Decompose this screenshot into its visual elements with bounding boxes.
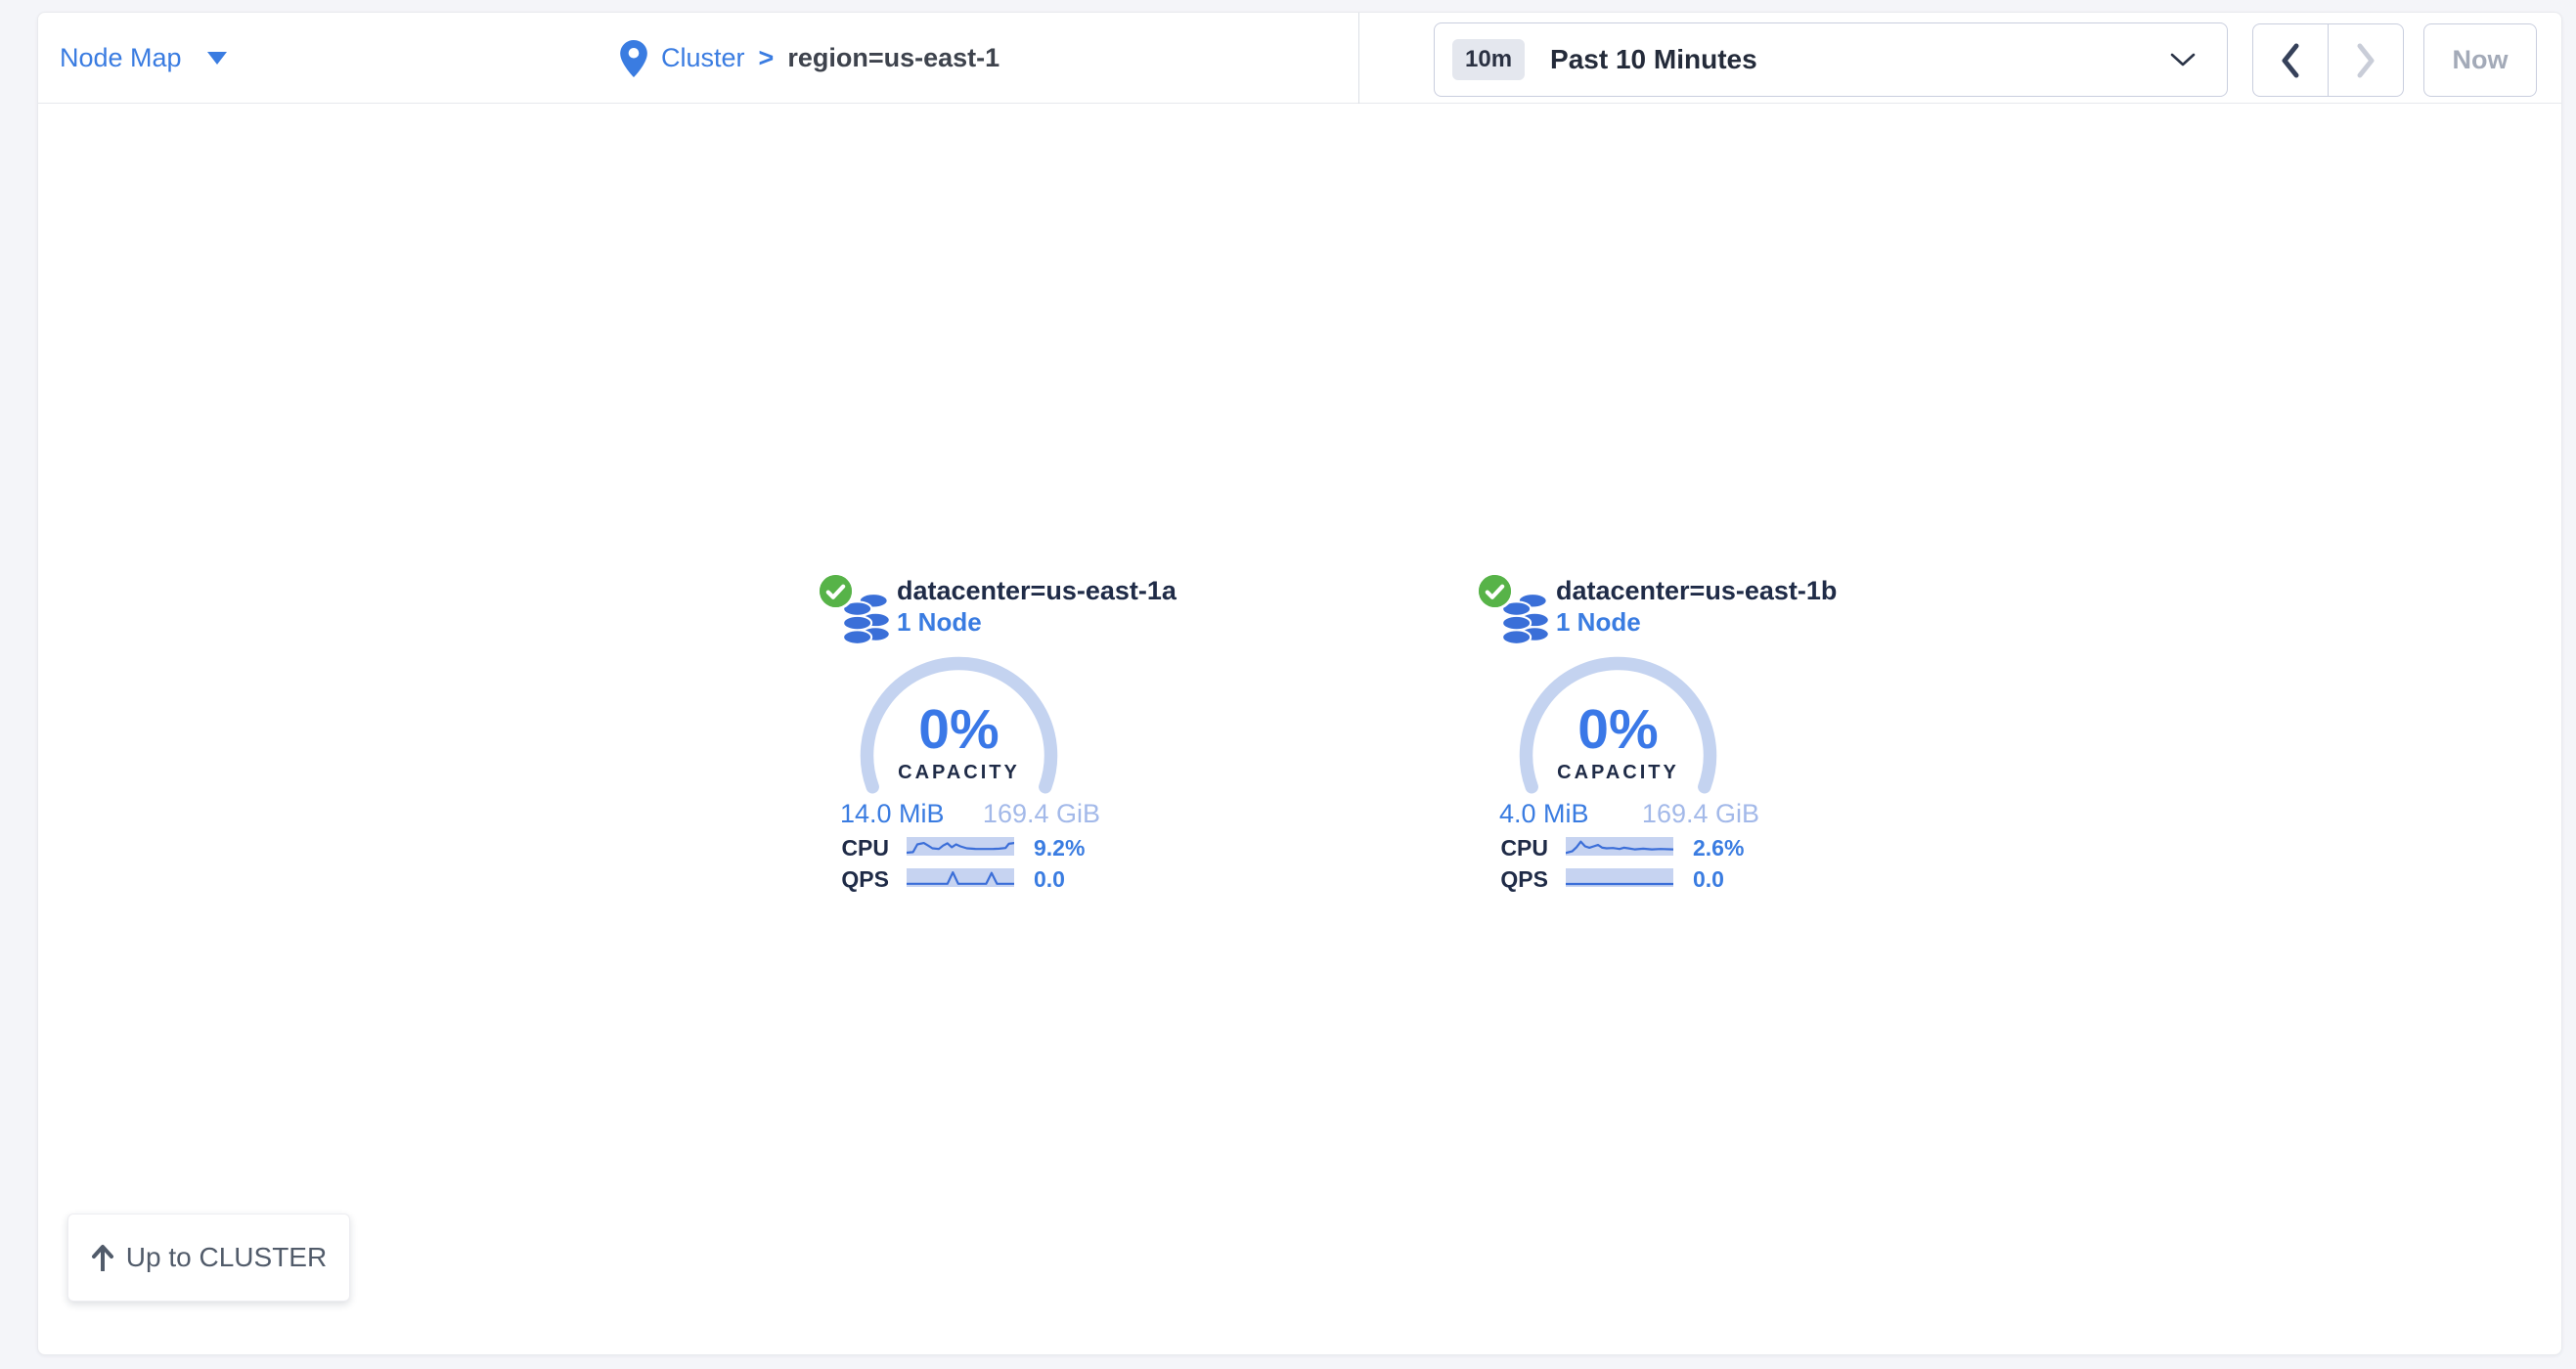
capacity-total: 169.4 GiB (982, 799, 1100, 828)
breadcrumb: Cluster > region=us-east-1 (620, 13, 999, 104)
toolbar-divider (1358, 13, 1359, 104)
metric-value-qps: 0.0 (1034, 866, 1065, 892)
time-forward-button[interactable] (2328, 24, 2403, 96)
metric-value-qps: 0.0 (1693, 866, 1724, 892)
cpu-sparkline (1566, 837, 1673, 856)
time-nav-group (2252, 23, 2404, 97)
qps-sparkline (907, 868, 1014, 887)
capacity-used: 4.0 MiB (1499, 799, 1589, 828)
up-to-cluster-button[interactable]: Up to CLUSTER (67, 1214, 350, 1302)
capacity-used-total: 14.0 MiB 169.4 GiB (840, 799, 1100, 829)
chevron-right-icon (2357, 43, 2375, 77)
database-stack-icon (842, 593, 891, 645)
breadcrumb-cluster-link[interactable]: Cluster (661, 43, 745, 72)
arrow-up-icon (91, 1245, 113, 1271)
capacity-gauge (1519, 656, 1717, 794)
now-button[interactable]: Now (2423, 23, 2537, 97)
metric-label-qps: QPS (1500, 866, 1548, 892)
metric-value-cpu: 2.6% (1693, 835, 1745, 861)
health-check-icon (820, 575, 852, 607)
time-range-dropdown[interactable]: 10m Past 10 Minutes (1434, 22, 2228, 97)
database-stack-icon (1501, 593, 1550, 645)
view-mode-dropdown[interactable]: Node Map (60, 13, 227, 104)
capacity-label: CAPACITY (898, 762, 1020, 783)
up-to-cluster-label: Up to CLUSTER (125, 1242, 328, 1272)
metric-label-qps: QPS (841, 866, 889, 892)
breadcrumb-current: region=us-east-1 (787, 43, 1000, 72)
capacity-label: CAPACITY (1557, 762, 1679, 783)
chevron-down-icon (2170, 53, 2196, 66)
metric-value-cpu: 9.2% (1034, 835, 1086, 861)
capacity-used: 14.0 MiB (840, 799, 945, 828)
metric-label-cpu: CPU (841, 835, 889, 861)
capacity-percent: 0% (918, 698, 999, 761)
cpu-sparkline (907, 837, 1014, 856)
time-back-button[interactable] (2253, 24, 2328, 96)
capacity-gauge (860, 656, 1058, 794)
metric-label-cpu: CPU (1500, 835, 1548, 861)
breadcrumb-separator: > (758, 43, 775, 72)
capacity-percent: 0% (1577, 698, 1659, 761)
top-toolbar: Node Map Cluster > region=us-east-1 10m … (38, 13, 2561, 104)
app-card: Node Map Cluster > region=us-east-1 10m … (37, 12, 2562, 1355)
qps-sparkline (1566, 868, 1673, 887)
locality-node-count[interactable]: 1 Node (897, 607, 982, 637)
location-pin-icon (620, 39, 647, 77)
chevron-left-icon (2282, 43, 2299, 77)
capacity-total: 169.4 GiB (1641, 799, 1759, 828)
health-check-icon (1479, 575, 1511, 607)
time-range-badge: 10m (1452, 39, 1526, 80)
view-mode-label: Node Map (60, 43, 182, 72)
capacity-used-total: 4.0 MiB 169.4 GiB (1499, 799, 1759, 829)
locality-title: datacenter=us-east-1a (897, 576, 1177, 605)
time-range-label: Past 10 Minutes (1550, 44, 1757, 74)
locality-title: datacenter=us-east-1b (1556, 576, 1838, 605)
caret-down-icon (206, 52, 227, 65)
locality-node-count[interactable]: 1 Node (1556, 607, 1641, 637)
